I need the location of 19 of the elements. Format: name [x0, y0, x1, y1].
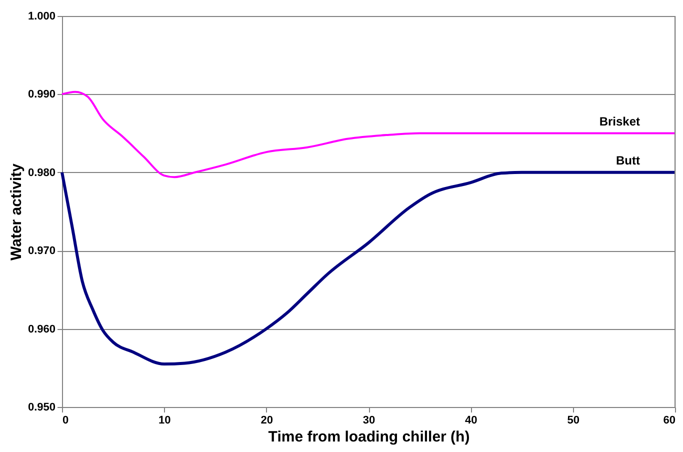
x-tick-label: 50 [567, 414, 580, 426]
y-axis-title: Water activity [8, 162, 25, 260]
x-tick-label: 10 [158, 414, 171, 426]
line-series [60, 170, 676, 366]
x-tick-label: 30 [362, 414, 376, 426]
line-series [61, 90, 676, 178]
x-tick-label: 20 [260, 414, 273, 426]
x-tick-label: 0 [62, 414, 69, 426]
y-tick-label: 0.960 [28, 323, 56, 336]
y-tick-label: 0.950 [28, 402, 56, 414]
series-label: Butt [616, 153, 640, 168]
x-tick-label: 60 [663, 414, 676, 426]
y-tick-label: 0.970 [28, 245, 56, 258]
y-tick-label: 0.990 [28, 88, 56, 101]
x-axis-title: Time from loading chiller (h) [268, 428, 470, 446]
y-tick-label: 1.000 [28, 10, 56, 22]
y-tick-label: 0.980 [28, 166, 56, 179]
x-tick-label: 40 [465, 414, 478, 426]
series-label: Brisket [599, 114, 640, 128]
